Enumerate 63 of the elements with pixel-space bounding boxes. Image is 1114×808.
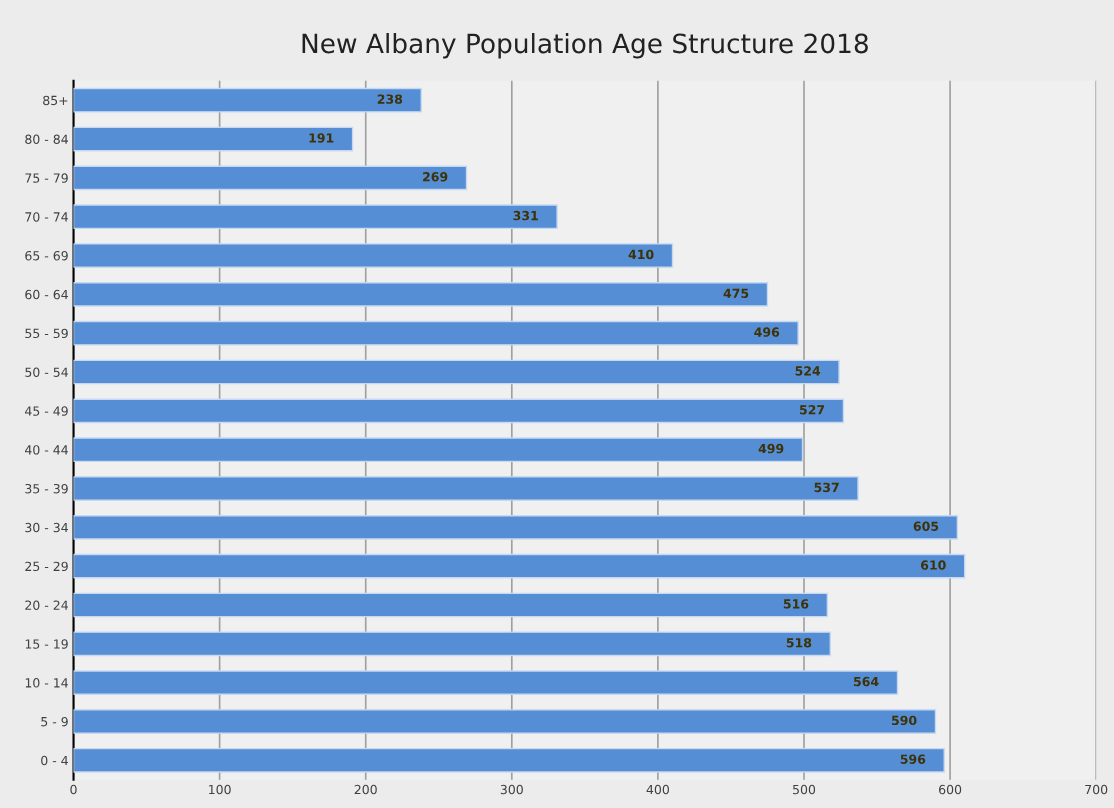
y-tick-label: 0 - 4: [41, 755, 68, 766]
y-tick-label: 10 - 14: [25, 678, 68, 688]
bar: [73, 553, 966, 579]
data-label: 564: [854, 676, 879, 687]
data-label: 518: [786, 637, 812, 648]
bar: [73, 398, 845, 424]
x-tick-label: 400: [646, 784, 669, 795]
x-tick-label: 600: [939, 784, 962, 795]
bar: [73, 514, 959, 540]
y-tick-label: 35 - 39: [25, 483, 68, 494]
y-tick-label: 80 - 84: [25, 134, 68, 144]
y-tick-label: 15 - 19: [25, 639, 68, 649]
y-tick-label: 65 - 69: [25, 251, 68, 261]
bar: [73, 709, 937, 734]
bar: [73, 437, 804, 463]
y-tick-label: 70 - 74: [25, 212, 68, 222]
bar: [73, 592, 829, 618]
y-tick-label: 55 - 59: [25, 328, 68, 339]
bar: [73, 670, 899, 695]
data-label: 527: [799, 405, 825, 415]
y-tick-label: 85+: [43, 95, 68, 106]
data-label: 496: [754, 327, 780, 337]
data-label: 499: [758, 443, 784, 454]
y-tick-label: 20 - 24: [25, 600, 68, 610]
data-label: 475: [723, 288, 749, 298]
bar: [73, 359, 840, 385]
bar: [73, 320, 799, 346]
bar: [73, 87, 422, 113]
data-label: 524: [795, 366, 821, 376]
data-label: 605: [913, 521, 939, 531]
x-tick-label: 200: [354, 784, 377, 795]
x-tick-label: 100: [209, 784, 231, 795]
y-tick-label: 30 - 34: [25, 522, 68, 533]
data-label: 238: [377, 94, 403, 104]
x-tick-label: 500: [793, 784, 816, 795]
data-label: 590: [891, 715, 917, 726]
chart-title: New Albany Population Age Structure 2018: [302, 32, 868, 59]
y-tick-label: 60 - 64: [25, 289, 68, 300]
data-label: 516: [783, 599, 809, 609]
data-label: 269: [423, 172, 448, 182]
bar: [73, 165, 468, 191]
bar: [73, 282, 769, 307]
data-label: 331: [513, 210, 538, 221]
bar: [73, 476, 859, 501]
y-tick-label: 5 - 9: [41, 716, 68, 727]
bar: [73, 243, 674, 268]
data-label: 596: [900, 754, 926, 764]
data-label: 537: [814, 482, 839, 493]
y-tick-label: 75 - 79: [25, 173, 68, 183]
bar: [73, 126, 354, 152]
bar: [73, 747, 945, 773]
bar: [73, 631, 831, 657]
bar: [73, 204, 558, 230]
x-tick-label: 300: [500, 784, 523, 795]
y-tick-label: 45 - 49: [25, 406, 68, 416]
x-tick-label: 0: [70, 784, 77, 795]
data-label: 410: [628, 249, 654, 260]
y-tick-label: 40 - 44: [25, 445, 68, 455]
x-tick-label: 700: [1085, 784, 1108, 795]
y-tick-label: 25 - 29: [25, 561, 68, 572]
y-tick-label: 50 - 54: [25, 367, 68, 377]
data-label: 191: [309, 133, 334, 143]
data-label: 610: [921, 560, 946, 570]
